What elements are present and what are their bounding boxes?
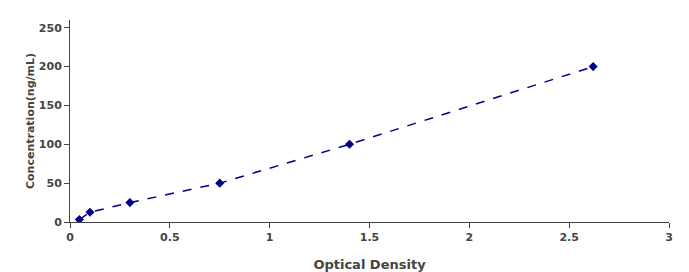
- svg-text:1.5: 1.5: [360, 231, 380, 244]
- svg-text:3: 3: [665, 231, 673, 244]
- svg-text:250: 250: [39, 22, 62, 35]
- svg-text:100: 100: [39, 138, 62, 151]
- svg-text:2: 2: [466, 231, 474, 244]
- svg-text:0: 0: [66, 231, 74, 244]
- svg-text:1: 1: [266, 231, 274, 244]
- svg-text:0: 0: [54, 216, 62, 229]
- svg-text:0.5: 0.5: [160, 231, 180, 244]
- svg-text:Optical Density: Optical Density: [313, 257, 426, 272]
- svg-text:200: 200: [39, 60, 62, 73]
- svg-text:150: 150: [39, 99, 62, 112]
- svg-text:Concentration(ng/mL): Concentration(ng/mL): [24, 53, 37, 189]
- svg-text:2.5: 2.5: [559, 231, 579, 244]
- svg-text:50: 50: [46, 177, 62, 190]
